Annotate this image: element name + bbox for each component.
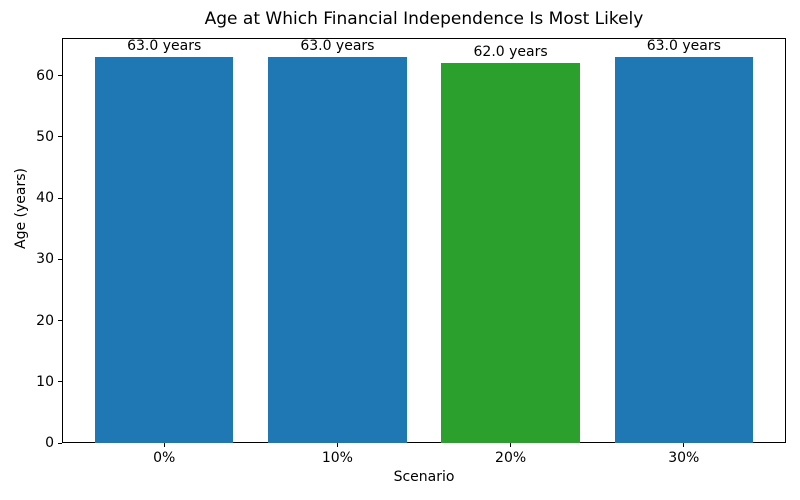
bar-20%: [441, 63, 580, 443]
y-tick-label: 20: [36, 312, 54, 329]
y-tick-mark: [58, 136, 62, 138]
bar-value-label: 63.0 years: [646, 38, 721, 55]
y-tick-label: 40: [36, 190, 54, 207]
x-tick-label: 30%: [668, 450, 700, 466]
y-tick-mark: [58, 197, 62, 199]
y-tick-label: 10: [36, 373, 54, 390]
bar-value-label: 63.0 years: [127, 38, 202, 55]
y-tick-mark: [58, 381, 62, 383]
chart-title: Age at Which Financial Independence Is M…: [204, 9, 644, 29]
y-tick-mark: [58, 258, 62, 260]
x-tick-mark: [683, 443, 685, 447]
bar-0%: [94, 57, 234, 443]
bar-10%: [268, 57, 407, 443]
y-tick-mark: [58, 320, 62, 322]
bar-value-label: 63.0 years: [300, 38, 375, 55]
x-tick-mark: [510, 443, 512, 447]
x-tick-mark: [336, 443, 338, 447]
x-axis-title: Scenario: [393, 469, 455, 485]
x-tick-label: 0%: [153, 450, 176, 466]
y-tick-mark: [58, 442, 62, 444]
y-tick-label: 50: [36, 128, 54, 145]
y-tick-label: 30: [36, 251, 54, 268]
x-tick-label: 10%: [321, 450, 353, 466]
x-tick-mark: [163, 443, 165, 447]
y-tick-label: 60: [36, 67, 54, 84]
bar-30%: [614, 57, 754, 443]
y-tick-label: 0: [45, 435, 54, 451]
bar-value-label: 62.0 years: [473, 44, 548, 61]
y-axis-title: Age (years): [13, 168, 29, 249]
x-tick-label: 20%: [495, 450, 527, 466]
y-tick-mark: [58, 75, 62, 77]
